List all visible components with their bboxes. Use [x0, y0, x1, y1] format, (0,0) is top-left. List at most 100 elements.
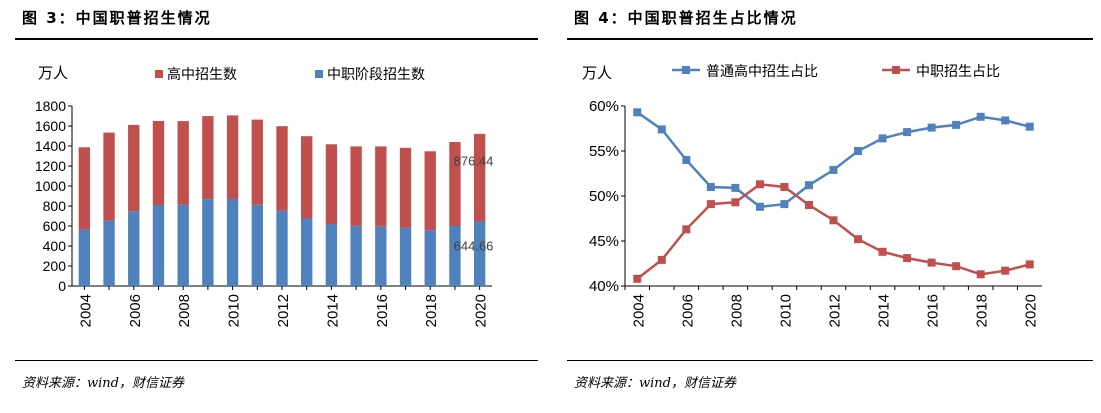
bar-segment — [78, 229, 91, 286]
data-label: 876.44 — [454, 153, 494, 168]
bar-segment — [276, 210, 288, 286]
legend-swatch — [315, 70, 323, 78]
y-tick-label: 1800 — [35, 98, 66, 114]
y-tick-label: 1200 — [35, 158, 66, 174]
data-point — [1025, 260, 1034, 269]
bar-segment — [226, 115, 239, 199]
x-tick-label: 2014 — [324, 294, 341, 327]
legend-swatch — [155, 70, 163, 78]
bar-segment — [128, 211, 140, 286]
bar-segment — [325, 224, 338, 286]
line-chart: 万人 普通高中招生占比 中职招生占比 40% 45% 50% 55% 60% 2004 2006 2… — [582, 63, 1042, 327]
bar-segment — [424, 230, 436, 286]
bar-segment — [177, 204, 189, 286]
bar-segment — [152, 121, 165, 205]
data-point — [1001, 116, 1010, 125]
bar-segment — [473, 133, 486, 222]
x-tick-label: 2020 — [1023, 294, 1040, 327]
legend-marker — [892, 66, 900, 74]
x-tick-label: 2008 — [728, 294, 745, 327]
data-point — [633, 274, 642, 283]
data-point — [755, 180, 764, 189]
bar-segment — [301, 136, 313, 219]
y-tick-label: 55% — [589, 143, 619, 160]
data-point — [731, 183, 740, 192]
data-point — [903, 128, 912, 137]
x-tick-label: 2010 — [226, 294, 243, 327]
y-tick-label: 600 — [43, 218, 67, 234]
bar-segment — [78, 147, 91, 230]
x-tick-label: 2004 — [77, 294, 94, 327]
series-line — [636, 111, 1031, 209]
data-point — [952, 262, 961, 271]
y-tick-label: 0 — [58, 278, 66, 294]
bar-segment — [449, 226, 461, 286]
bar-segment — [128, 124, 140, 212]
data-label: 644.66 — [454, 239, 494, 254]
bar-segment — [375, 226, 387, 286]
data-point — [682, 225, 691, 234]
figure-4-panel: 图 4：中国职普招生占比情况 万人 普通高中招生占比 中职招生占比 40% 45% 50%… — [552, 0, 1101, 413]
x-tick-label: 2020 — [473, 294, 490, 327]
data-point — [731, 198, 740, 207]
bar-segment — [177, 121, 189, 205]
x-tick-label: 2004 — [630, 294, 647, 327]
data-point — [657, 125, 666, 134]
legend-label: 普通高中招生占比 — [706, 63, 818, 79]
bar-segment — [375, 146, 387, 227]
data-point — [952, 120, 961, 129]
data-point — [804, 201, 813, 209]
y-tick-label: 50% — [589, 188, 619, 205]
bar-segment — [325, 144, 338, 224]
data-point — [657, 255, 666, 264]
x-tick-label: 2014 — [876, 294, 893, 327]
bar-segment — [251, 119, 263, 205]
data-point — [903, 254, 912, 263]
y-tick-label: 40% — [589, 278, 619, 295]
data-point — [804, 181, 813, 190]
y-tick-label: 200 — [43, 258, 67, 274]
bar-segment — [226, 199, 239, 286]
data-point — [829, 165, 838, 174]
data-point — [976, 270, 985, 279]
title-rule — [567, 38, 1093, 40]
data-point — [1025, 122, 1034, 131]
x-tick-label: 2012 — [827, 294, 844, 327]
bar-segment — [301, 218, 313, 286]
x-tick-label: 2016 — [374, 294, 391, 327]
data-point — [1001, 266, 1010, 275]
x-tick-label: 2018 — [974, 294, 991, 327]
y-tick-label: 1400 — [35, 138, 66, 154]
legend-label: 中职招生占比 — [916, 63, 1000, 79]
source-rule — [15, 360, 538, 361]
data-point — [755, 202, 764, 211]
figure-title: 图 4：中国职普招生占比情况 — [574, 9, 798, 27]
data-point — [927, 123, 936, 132]
x-tick-label: 2016 — [925, 294, 942, 327]
x-tick-label: 2006 — [127, 294, 144, 327]
bar-segment — [103, 132, 115, 221]
data-point — [927, 258, 936, 267]
title-rule — [15, 38, 538, 40]
bar-segment — [399, 147, 412, 228]
x-tick-label: 2018 — [423, 294, 440, 327]
bar-segment — [473, 221, 486, 286]
source-rule — [567, 360, 1093, 361]
y-tick-label: 45% — [589, 233, 619, 250]
data-point — [706, 200, 715, 209]
bar-segment — [202, 116, 214, 200]
y-tick-label: 60% — [589, 98, 619, 115]
data-point — [878, 134, 887, 143]
bar-segment — [424, 151, 436, 231]
source-note: 资料来源：wind，财信证券 — [22, 376, 184, 391]
data-point — [878, 247, 887, 256]
data-point — [829, 216, 838, 225]
data-point — [854, 147, 863, 155]
unit-label: 万人 — [38, 65, 68, 82]
data-point — [976, 112, 985, 121]
source-note: 资料来源：wind，财信证券 — [574, 376, 736, 391]
data-point — [633, 108, 642, 117]
stacked-bar-chart: 万人 高中招生数 中职阶段招生数 0 200 400 600 800 1000 1200 1400 1… — [35, 65, 494, 327]
bar-segment — [152, 205, 165, 286]
figure-title: 图 3：中国职普招生情况 — [22, 9, 212, 27]
